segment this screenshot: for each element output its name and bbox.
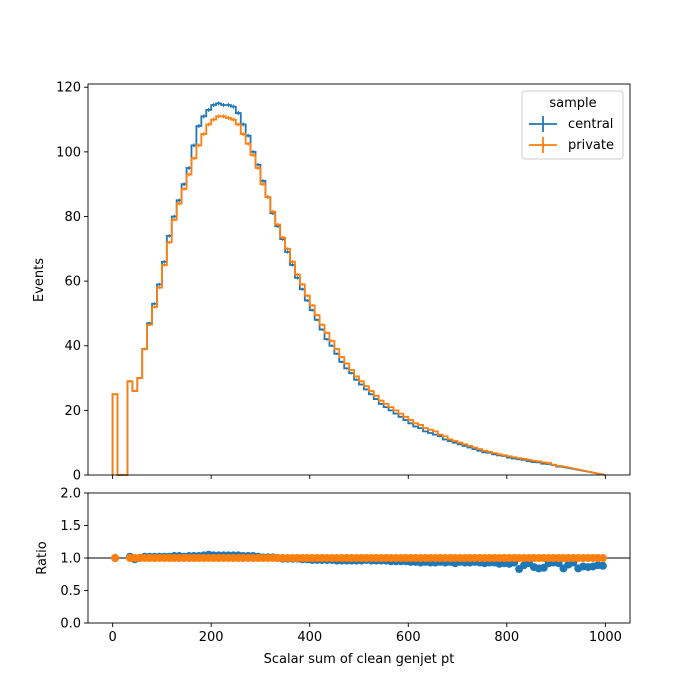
ratio-x-tick-label: 1000	[589, 630, 622, 645]
ratio-y-tick-label: 1.0	[60, 552, 81, 567]
ratio-y-tick-label: 2.0	[60, 487, 81, 502]
main-y-tick-label: 80	[64, 210, 81, 225]
ratio-x-tick-label: 600	[396, 630, 421, 645]
ratio-y-ticks: 0.0 0.5 1.0 1.5 2.0	[60, 487, 88, 632]
ratio-point-private	[111, 554, 120, 562]
legend-frame	[521, 90, 624, 160]
main-axes-frame	[87, 83, 631, 476]
main-y-ticks: 0 20 40 60 80 100 120	[56, 81, 88, 484]
ratio-y-tick-label: 1.5	[60, 519, 81, 534]
main-panel: 0 20 40 60 80 100 120 Events sample central pr…	[32, 81, 631, 484]
ratio-y-tick-label: 0.0	[60, 617, 81, 632]
legend-entry-central: central	[529, 116, 613, 132]
ratio-point-central	[598, 561, 607, 570]
ratio-panel: 0.00.51.01.52.0 0 200 400 600 800 1000 Ratio …	[35, 487, 631, 667]
main-series-group	[111, 101, 606, 476]
main-y-tick-label: 60	[64, 275, 81, 290]
ratio-x-tick-label: 200	[199, 630, 224, 645]
main-y-tick-label: 40	[64, 339, 81, 354]
ratio-x-axis-label: Scalar sum of clean genjet pt	[264, 652, 455, 667]
legend-entry-private: private	[529, 137, 614, 153]
legend-private-label: private	[568, 138, 614, 153]
ratio-point-private	[598, 554, 607, 562]
histogram-private	[111, 115, 606, 476]
ratio-x-tick-label: 800	[494, 630, 519, 645]
legend: sample central private	[521, 90, 624, 160]
ratio-x-tick-label: 0	[108, 630, 116, 645]
ratio-x-tick-label: 400	[297, 630, 322, 645]
main-y-tick-label: 100	[56, 145, 81, 160]
main-x-ticks	[112, 475, 606, 479]
main-y-tick-label: 120	[56, 81, 81, 96]
main-y-tick-label: 0	[73, 469, 81, 484]
main-y-axis-label: Events	[32, 258, 47, 302]
main-y-tick-label: 20	[64, 404, 81, 419]
ratio-y-tick-label: 0.5	[60, 584, 81, 599]
ratio-x-ticks: 0 200 400 600 800 1000	[108, 623, 622, 645]
ratio-y-axis-label: Ratio	[35, 541, 50, 574]
legend-central-label: central	[568, 117, 613, 132]
legend-title: sample	[549, 96, 596, 111]
ratio-series-group	[111, 550, 607, 574]
